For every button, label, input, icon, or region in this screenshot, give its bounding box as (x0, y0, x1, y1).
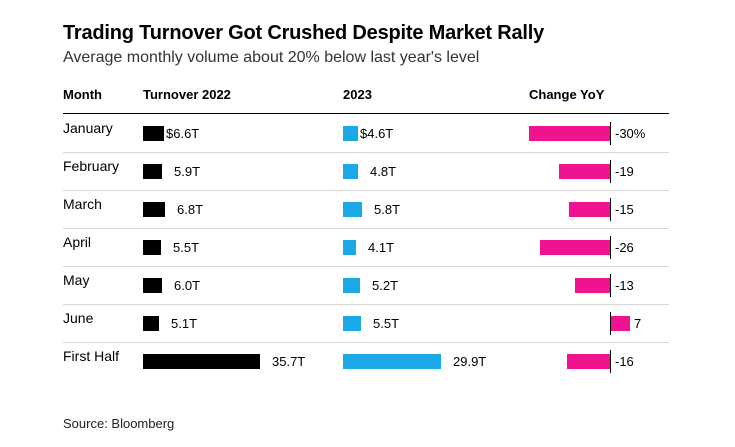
source-note: Source: Bloomberg (63, 416, 175, 431)
bar-change-yoy (529, 125, 610, 141)
table-row-month: January (63, 120, 113, 136)
label-2022: 6.0T (174, 277, 201, 293)
bar-2022 (143, 163, 162, 179)
row-divider (63, 228, 669, 229)
zero-axis-tick (610, 235, 611, 259)
table-row-month: February (63, 158, 120, 174)
zero-axis-tick (610, 311, 611, 335)
header-month: Month (63, 87, 102, 102)
label-2022: 5.1T (171, 315, 198, 331)
bar-change-yoy (540, 239, 610, 255)
row-divider (63, 190, 669, 191)
header-turnover-2022: Turnover 2022 (143, 87, 231, 102)
bar-change-yoy (559, 163, 610, 179)
zero-axis-tick (610, 159, 611, 183)
label-2023: 5.8T (374, 201, 401, 217)
bar-2022 (143, 315, 159, 331)
label-change-yoy: -15 (615, 201, 634, 217)
row-divider (63, 266, 669, 267)
bar-2022 (143, 353, 260, 369)
chart-subtitle: Average monthly volume about 20% below l… (63, 49, 480, 66)
bar-2023 (343, 277, 360, 293)
table-row-month: April (63, 234, 92, 250)
table-row-month: First Half (63, 348, 119, 364)
label-change-yoy: -13 (615, 277, 634, 293)
label-2022: 6.8T (177, 201, 204, 217)
table-row-month: June (63, 310, 94, 326)
label-2023: $4.6T (360, 125, 394, 141)
label-2023: 5.2T (372, 277, 399, 293)
zero-axis-tick (610, 121, 611, 145)
bar-2023 (343, 353, 441, 369)
label-change-yoy: -16 (615, 353, 634, 369)
label-change-yoy: -19 (615, 163, 634, 179)
bar-2022 (143, 201, 165, 217)
header-rule (63, 113, 669, 114)
bar-2023 (343, 201, 362, 217)
table-row-month: March (63, 196, 102, 212)
bar-2023 (343, 315, 361, 331)
label-change-yoy: -30% (615, 125, 646, 141)
bar-change-yoy (575, 277, 610, 293)
label-2022: 5.5T (173, 239, 200, 255)
bar-change-yoy (569, 201, 610, 217)
label-2023: 5.5T (373, 315, 400, 331)
label-2022: 35.7T (272, 353, 306, 369)
zero-axis-tick (610, 197, 611, 221)
zero-axis-tick (610, 349, 611, 373)
label-2023: 4.8T (370, 163, 397, 179)
zero-axis-tick (610, 273, 611, 297)
bar-2023 (343, 125, 358, 141)
bar-2022 (143, 239, 161, 255)
label-2023: 4.1T (368, 239, 395, 255)
bar-2022 (143, 277, 162, 293)
bar-change-yoy (611, 315, 630, 331)
label-change-yoy: 7 (634, 315, 642, 331)
header-change-yoy: Change YoY (529, 87, 605, 102)
bar-2022 (143, 125, 164, 141)
table-row-month: May (63, 272, 90, 288)
chart-title: Trading Turnover Got Crushed Despite Mar… (63, 22, 545, 44)
label-change-yoy: -26 (615, 239, 634, 255)
bar-2023 (343, 163, 358, 179)
label-2022: $6.6T (166, 125, 200, 141)
label-2023: 29.9T (453, 353, 487, 369)
row-divider (63, 342, 669, 343)
row-divider (63, 304, 669, 305)
header-2023: 2023 (343, 87, 372, 102)
row-divider (63, 152, 669, 153)
bar-2023 (343, 239, 356, 255)
label-2022: 5.9T (174, 163, 201, 179)
bar-change-yoy (567, 353, 610, 369)
